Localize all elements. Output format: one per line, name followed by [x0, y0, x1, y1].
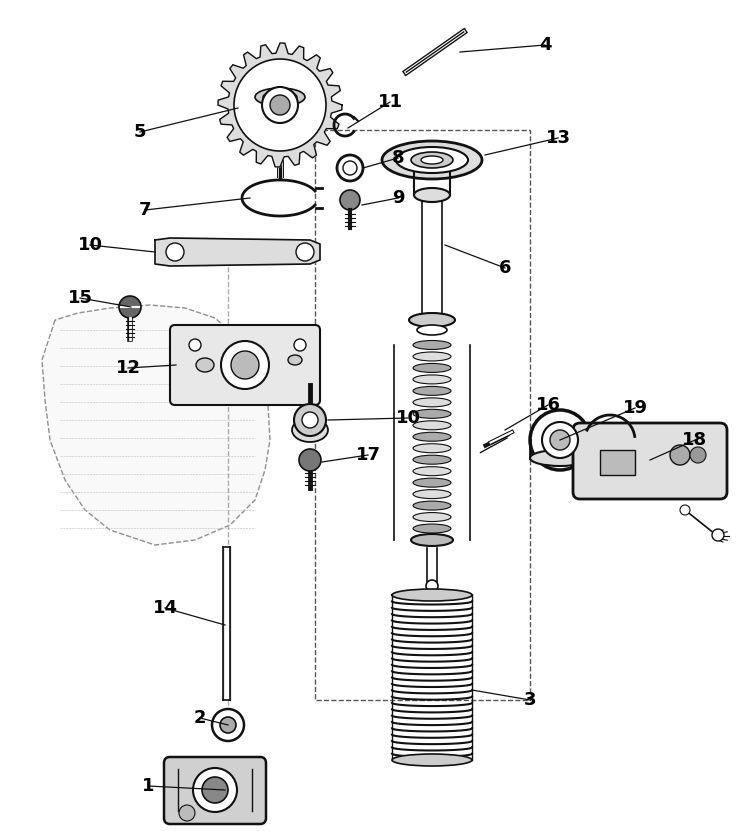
Text: 17: 17 [356, 446, 380, 464]
Text: 4: 4 [538, 36, 551, 54]
Ellipse shape [411, 152, 453, 168]
Circle shape [231, 351, 259, 379]
Text: 15: 15 [68, 289, 92, 307]
Text: 10: 10 [395, 409, 421, 427]
Ellipse shape [413, 455, 451, 465]
Ellipse shape [413, 467, 451, 475]
Ellipse shape [413, 352, 451, 361]
Circle shape [426, 580, 438, 592]
Circle shape [670, 445, 690, 465]
Ellipse shape [413, 398, 451, 407]
Circle shape [220, 717, 236, 733]
Circle shape [212, 709, 244, 741]
Text: 6: 6 [499, 259, 512, 277]
Polygon shape [218, 43, 342, 167]
Circle shape [296, 243, 314, 261]
Circle shape [179, 805, 195, 821]
Text: 9: 9 [392, 189, 404, 207]
Text: 3: 3 [524, 691, 536, 709]
Ellipse shape [413, 478, 451, 487]
Text: 2: 2 [194, 709, 206, 727]
Circle shape [690, 447, 706, 463]
Text: 11: 11 [377, 93, 403, 111]
Circle shape [119, 296, 141, 318]
Circle shape [530, 410, 590, 470]
Polygon shape [427, 548, 437, 585]
Ellipse shape [292, 418, 328, 442]
Text: 13: 13 [545, 129, 571, 147]
Circle shape [302, 412, 318, 428]
Ellipse shape [263, 91, 297, 103]
Text: 14: 14 [152, 599, 178, 617]
Ellipse shape [288, 355, 302, 365]
Circle shape [550, 430, 570, 450]
Text: 7: 7 [139, 201, 152, 219]
Ellipse shape [413, 501, 451, 510]
Ellipse shape [413, 489, 451, 499]
Ellipse shape [196, 358, 214, 372]
Ellipse shape [382, 141, 482, 179]
Ellipse shape [413, 513, 451, 522]
Polygon shape [422, 195, 442, 320]
Ellipse shape [255, 88, 305, 106]
Bar [600, 450, 635, 475]
Ellipse shape [413, 341, 451, 350]
Ellipse shape [413, 386, 451, 396]
Ellipse shape [413, 444, 451, 453]
Polygon shape [223, 547, 230, 700]
Text: 1: 1 [142, 777, 154, 795]
Circle shape [294, 339, 306, 351]
Bar [315, 130, 530, 700]
FancyBboxPatch shape [170, 325, 320, 405]
Ellipse shape [413, 432, 451, 441]
Circle shape [337, 155, 363, 181]
Circle shape [340, 190, 360, 210]
Text: 18: 18 [682, 431, 707, 449]
Ellipse shape [413, 535, 451, 544]
Circle shape [712, 529, 724, 541]
Circle shape [234, 59, 326, 151]
Text: 12: 12 [116, 359, 140, 377]
Ellipse shape [530, 450, 590, 466]
Ellipse shape [413, 410, 451, 418]
Ellipse shape [392, 754, 472, 766]
Ellipse shape [413, 524, 451, 533]
Circle shape [221, 341, 269, 389]
Text: 19: 19 [622, 399, 647, 417]
Ellipse shape [414, 188, 450, 202]
Circle shape [166, 243, 184, 261]
Circle shape [680, 505, 690, 515]
Circle shape [202, 777, 228, 803]
Ellipse shape [409, 313, 455, 327]
FancyBboxPatch shape [573, 423, 727, 499]
Ellipse shape [417, 325, 447, 335]
Ellipse shape [413, 363, 451, 372]
FancyBboxPatch shape [164, 757, 266, 824]
Circle shape [262, 87, 298, 123]
Ellipse shape [413, 420, 451, 430]
Circle shape [294, 404, 326, 436]
Text: 8: 8 [392, 149, 404, 167]
Ellipse shape [396, 147, 468, 173]
Text: 10: 10 [77, 236, 103, 254]
Circle shape [343, 161, 357, 175]
Circle shape [270, 95, 290, 115]
Ellipse shape [421, 156, 443, 164]
Circle shape [189, 339, 201, 351]
Circle shape [193, 768, 237, 812]
Polygon shape [155, 238, 320, 266]
Ellipse shape [411, 534, 453, 546]
Text: 5: 5 [134, 123, 146, 141]
Circle shape [299, 449, 321, 471]
Polygon shape [42, 305, 270, 545]
Text: 16: 16 [536, 396, 560, 414]
Circle shape [542, 422, 578, 458]
Ellipse shape [392, 589, 472, 601]
Ellipse shape [413, 375, 451, 384]
